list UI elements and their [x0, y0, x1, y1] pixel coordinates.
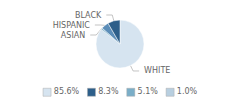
svg-text:5.1%: 5.1% — [138, 87, 159, 96]
svg-text:85.6%: 85.6% — [54, 87, 80, 96]
svg-text:8.3%: 8.3% — [98, 87, 119, 96]
svg-text:ASIAN: ASIAN — [61, 31, 85, 40]
svg-text:1.0%: 1.0% — [177, 87, 198, 96]
svg-text:BLACK: BLACK — [75, 11, 102, 20]
svg-text:WHITE: WHITE — [144, 66, 170, 75]
svg-text:HISPANIC: HISPANIC — [53, 21, 91, 30]
